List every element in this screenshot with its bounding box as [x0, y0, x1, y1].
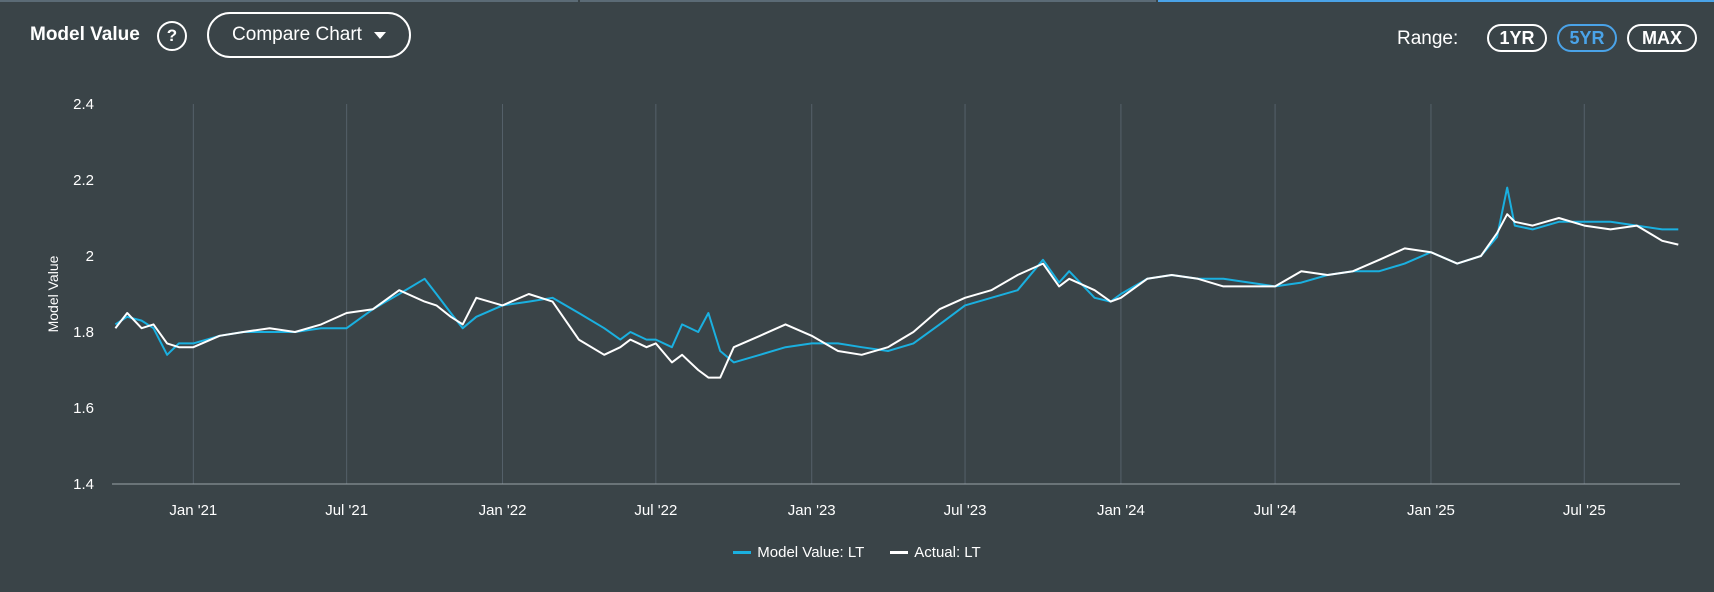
x-tick-label: Jul '22 [634, 502, 677, 519]
legend-label-model: Model Value: LT [757, 544, 865, 561]
help-icon[interactable]: ? [157, 21, 187, 51]
y-tick-label: 1.8 [73, 324, 94, 341]
chevron-down-icon [373, 31, 386, 39]
series-line-model [114, 186, 1679, 364]
x-tick-label: Jul '23 [944, 502, 987, 519]
y-tick-label: 2 [86, 248, 94, 265]
y-tick-label: 2.4 [73, 96, 94, 113]
line-chart: Jan '21 Jul '21 Jan '22 Jul '22 Jan '23 Jul '… [45, 96, 1680, 519]
x-tick-label: Jul '24 [1254, 502, 1297, 519]
y-tick-label: 1.6 [73, 400, 94, 417]
range-button-max[interactable]: MAX [1627, 24, 1697, 52]
top-bar-segment-dim-2 [580, 0, 1156, 2]
legend-swatch-model [733, 551, 752, 554]
chart-legend: Model Value: LT Actual: LT [0, 544, 1714, 561]
x-tick-label: Jul '25 [1563, 502, 1606, 519]
x-tick-label: Jan '21 [169, 502, 217, 519]
compare-chart-label: Compare Chart [232, 24, 362, 45]
range-label: Range: [1397, 28, 1459, 49]
top-bar-segment-dim [0, 0, 578, 2]
compare-chart-dropdown[interactable]: Compare Chart [207, 12, 411, 58]
x-tick-label: Jan '23 [788, 502, 836, 519]
x-tick-label: Jan '24 [1097, 502, 1145, 519]
chart-header: Model Value ? Compare Chart Range: 1YR 5… [0, 10, 1714, 62]
x-tick-label: Jan '22 [479, 502, 527, 519]
range-button-5yr[interactable]: 5YR [1557, 24, 1617, 52]
chart-title: Model Value [30, 24, 140, 45]
legend-swatch-actual [890, 551, 909, 554]
y-tick-label: 1.4 [73, 476, 94, 493]
top-progress-bar [0, 0, 1714, 3]
legend-item-model[interactable]: Model Value: LT [733, 544, 864, 561]
x-tick-label: Jul '21 [325, 502, 368, 519]
y-tick-label: 2.2 [73, 172, 94, 189]
y-axis-label: Model Value [45, 255, 61, 332]
x-tick-label: Jan '25 [1407, 502, 1455, 519]
legend-label-actual: Actual: LT [914, 544, 981, 561]
range-button-1yr[interactable]: 1YR [1487, 24, 1547, 52]
series-line-actual [114, 213, 1679, 379]
legend-item-actual[interactable]: Actual: LT [890, 544, 981, 561]
top-bar-segment-accent [1158, 0, 1714, 2]
